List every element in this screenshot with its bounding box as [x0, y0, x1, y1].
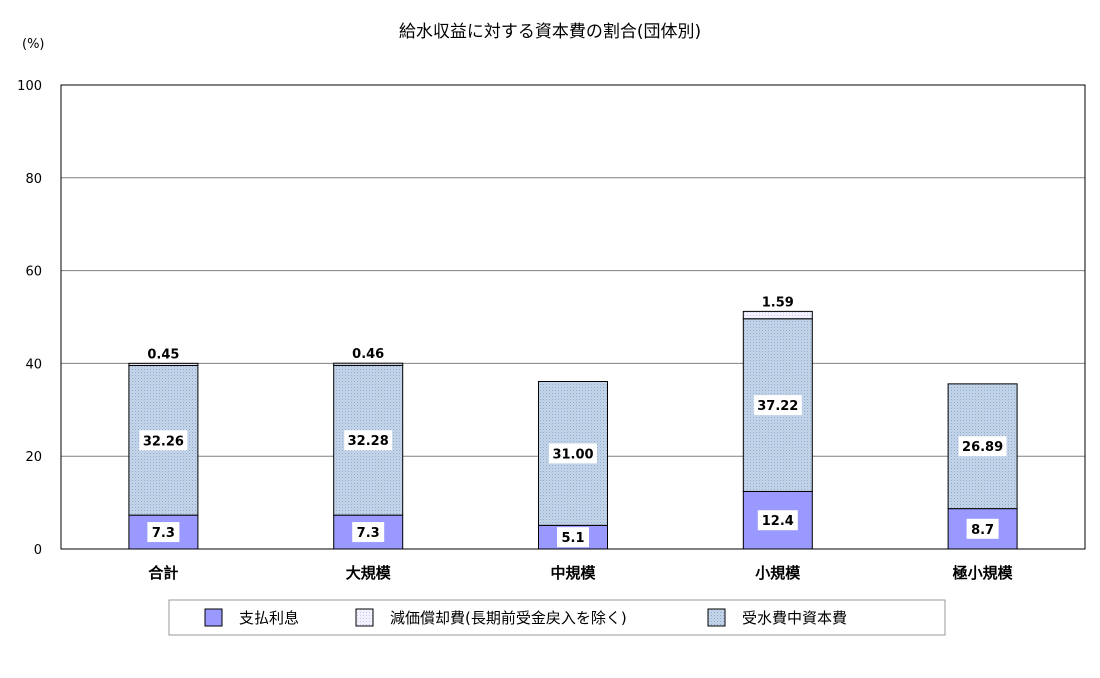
y-tick-label: 20 [25, 450, 42, 465]
data-label-bg [557, 527, 589, 548]
y-tick-label: 0 [34, 543, 42, 558]
data-label-bg [753, 395, 802, 416]
chart-title: 給水収益に対する資本費の割合(団体別) [399, 22, 701, 42]
data-label-bg [549, 443, 597, 464]
data-label: 12.4 [762, 514, 794, 529]
legend-swatch [204, 608, 223, 627]
legend-label: 支払利息 [239, 609, 299, 627]
bar-segment [128, 362, 199, 366]
x-tick-label: 小規模 [755, 564, 801, 582]
y-tick-label: 100 [17, 79, 42, 94]
x-tick-label: 中規模 [550, 564, 596, 582]
data-labels: 7.3 32.26 0.45 7.3 32.28 0.46 5.1 31.00 12.4 37.2… [139, 295, 1007, 548]
y-axis: 0 20 40 60 80 100 [17, 79, 42, 558]
data-label-bg [139, 430, 188, 451]
data-label-bg [958, 436, 1007, 457]
data-label: 26.89 [962, 440, 1003, 455]
y-tick-label: 40 [25, 357, 42, 372]
data-label: 7.3 [152, 526, 175, 541]
bar-segment [333, 362, 404, 366]
y-axis-unit: (%) [22, 37, 45, 52]
x-tick-label: 極小規模 [952, 564, 1014, 582]
legend-swatch [707, 608, 726, 627]
legend-label: 受水費中資本費 [742, 609, 847, 627]
x-tick-label: 合計 [147, 564, 178, 582]
x-tick-label: 大規模 [346, 564, 392, 582]
data-label: 8.7 [971, 523, 994, 538]
legend: 支払利息 減価償却費(長期前受金戻入を除く) 受水費中資本費 [168, 599, 946, 636]
data-label: 0.45 [147, 347, 179, 362]
legend-label: 減価償却費(長期前受金戻入を除く) [390, 609, 627, 627]
data-label: 5.1 [561, 531, 584, 546]
legend-frame [168, 599, 946, 636]
y-tick-label: 80 [25, 172, 42, 187]
data-label: 0.46 [352, 347, 384, 362]
data-label: 32.26 [143, 434, 184, 449]
data-label: 37.22 [757, 399, 798, 414]
data-label-bg [757, 510, 798, 531]
data-label-bg [147, 522, 180, 543]
data-label: 31.00 [552, 447, 593, 462]
data-label-bg [344, 430, 393, 451]
y-tick-label: 60 [25, 265, 42, 280]
legend-swatch [355, 608, 374, 627]
data-label: 7.3 [357, 526, 380, 541]
data-label-bg [352, 522, 385, 543]
x-axis: 合計 大規模 中規模 小規模 極小規模 [147, 564, 1013, 582]
bar-segment [742, 310, 813, 320]
bars [128, 310, 1018, 550]
data-label: 32.28 [348, 434, 389, 449]
data-label-bg [966, 518, 999, 539]
data-label: 1.59 [762, 295, 794, 310]
